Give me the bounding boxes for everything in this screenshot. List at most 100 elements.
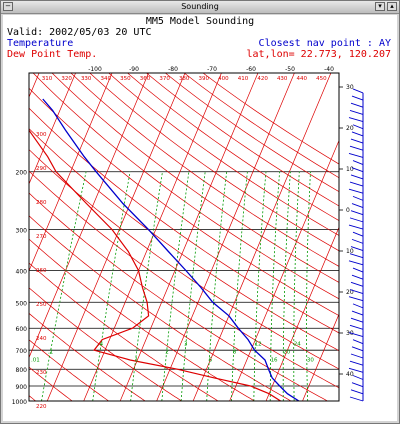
mixing-ratio-label: 3 [184,342,188,348]
mixing-ratio-line [206,171,228,401]
nav-point: Closest nav point : AY [258,38,391,49]
wind-barb [348,332,364,337]
isotherm-line [265,226,339,401]
legend-temperature: Temperature [7,38,74,49]
dry-adiabat-line [165,73,339,193]
wind-barb [350,246,364,251]
isotherm-top-label: -70 [207,66,217,73]
wind-barb [352,267,364,273]
plot-frame [28,72,340,402]
mixing-ratio-label: 1 [135,358,139,364]
height-tick-label: 10 [346,166,354,173]
theta-label: 320 [61,76,72,82]
wind-barb [351,167,364,173]
isotherm-top-label: -100 [88,66,102,73]
title-bar[interactable]: − Sounding ▾ ▴ [1,1,399,14]
wind-barb [350,353,364,359]
isotherm-line [302,313,339,401]
isotherm-line [375,73,397,401]
isotherm-line [46,73,186,401]
dry-adiabat-line [32,73,339,300]
height-tick-label: 20 [346,289,354,296]
mixing-ratio-line [293,171,300,401]
theta-side-label: 220 [36,404,47,410]
theta-label: 420 [257,76,268,82]
dry-adiabat-line [51,73,339,283]
wind-barb [348,188,364,194]
theta-side-label: 270 [36,234,47,240]
window-title: Sounding [181,2,219,11]
mixing-ratio-line [92,171,131,401]
isotherm-line [192,73,332,401]
mixing-ratio-line [253,171,267,401]
wind-barb [351,131,364,137]
wind-barb [352,375,364,380]
isotherm-top-label: -90 [129,66,139,73]
isotherm-line [29,73,76,185]
isotherm-top-label: -80 [168,66,178,73]
mixing-ratio-line [161,171,190,401]
wind-barb [351,95,364,101]
dry-adiabat-line [29,107,339,334]
wind-barb [348,152,364,158]
theta-label: 430 [277,76,288,82]
window-menu-button[interactable]: − [3,2,13,11]
wind-barb [350,102,364,108]
wind-barb [348,367,364,373]
theta-side-label: 260 [36,268,47,274]
theta-label: 380 [179,76,190,82]
pressure-tick-label: 300 [16,227,28,234]
pressure-tick-label: 700 [16,348,28,355]
dry-adiabat-line [29,87,339,317]
mixing-ratio-line [306,171,311,401]
wind-barb [352,231,364,237]
wind-barb [352,124,364,130]
pressure-tick-label: 600 [16,326,28,333]
dry-adiabat-line [108,73,339,236]
pressure-tick-label: 400 [16,268,28,275]
isotherm-line [29,73,113,272]
height-tick-label: 40 [346,371,354,378]
wind-barb [351,346,364,352]
mixing-ratio-label: .1 [48,350,53,356]
minimize-button[interactable]: ▾ [375,2,385,11]
mixing-ratio-line [269,171,280,401]
mixing-ratio-line [41,171,87,401]
dry-adiabat-line [29,192,328,401]
wind-barb [349,289,364,294]
pressure-tick-label: 200 [16,170,28,177]
isotherm-line [119,73,259,401]
wind-barb [349,181,364,187]
mixing-ratio-line [231,171,248,401]
height-tick-label: 20 [346,125,354,132]
mixing-ratio-label: 12 [255,342,262,348]
dry-adiabat-line [70,73,339,267]
wind-barb [351,310,364,316]
dry-adiabat-line [29,128,339,352]
theta-label: 350 [120,76,131,82]
mixing-ratio-label: 24 [294,342,301,348]
dry-adiabat-line [146,73,339,207]
wind-barb [348,260,364,266]
mixing-ratio-label: .4 [98,342,104,348]
wind-barb [349,109,364,115]
dry-adiabat-line [29,262,219,401]
isotherm-line [338,400,339,401]
theta-side-label: 230 [36,370,47,376]
dry-adiabat-line [29,366,73,401]
mixing-ratio-line [282,171,291,401]
wind-barb [348,296,364,302]
dry-adiabat-line [29,215,292,401]
maximize-button[interactable]: ▴ [387,2,397,11]
mixing-ratio-label: 5 [209,358,213,364]
theta-label: 440 [297,76,308,82]
wind-barb [352,160,364,165]
mixing-ratio-line [180,171,206,401]
theta-side-label: 250 [36,302,47,308]
dry-adiabat-line [89,73,339,252]
theta-side-label: 300 [36,132,47,138]
isotherm-top-label: -40 [324,66,334,73]
height-tick-label: 0 [346,207,350,214]
temperature-profile-line [42,98,300,401]
theta-side-label: 240 [36,336,47,342]
